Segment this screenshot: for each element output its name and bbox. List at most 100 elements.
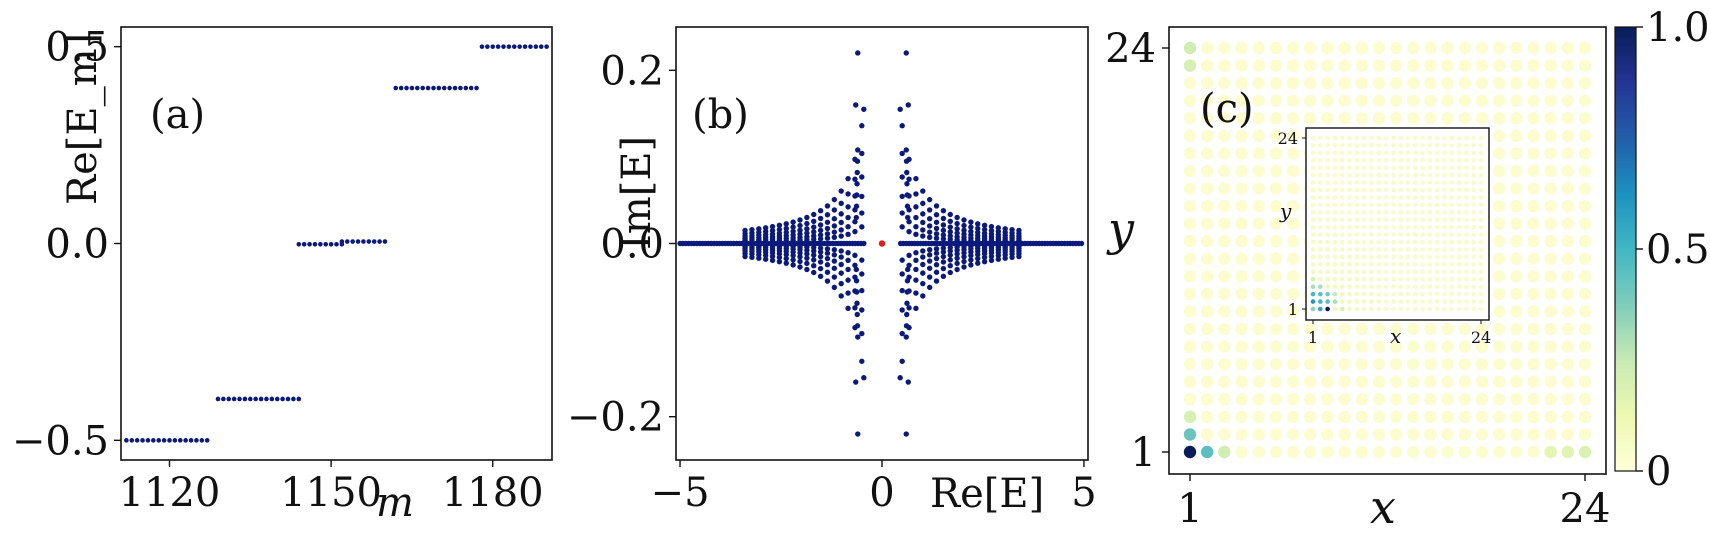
inset-cell [1383, 239, 1389, 245]
panel-c-cell [1200, 270, 1214, 283]
inset-cell [1420, 202, 1425, 208]
panel-c-cell [1441, 112, 1454, 125]
panel-b-point [954, 255, 960, 261]
panel-b-y-ticks: −0.2 0.0 0.2 [567, 48, 676, 441]
panel-c-cell [1269, 94, 1283, 107]
panel-c-cell [1407, 340, 1420, 353]
panel-c-cell [1544, 428, 1557, 441]
panel-c-cell [1286, 94, 1300, 107]
panel-b-point [769, 257, 776, 264]
panel-a-point [436, 85, 442, 91]
panel-b-point [831, 246, 838, 253]
inset-cell [1347, 172, 1352, 178]
inset-cell [1427, 158, 1433, 163]
panel-a-point [495, 44, 501, 49]
panel-b-point [855, 334, 861, 340]
panel-b-point [845, 224, 851, 230]
panel-c-cell [1269, 182, 1283, 195]
inset-cell [1325, 172, 1330, 178]
panel-a-point [350, 239, 355, 244]
inset-cell [1310, 276, 1316, 282]
inset-cell [1449, 172, 1455, 178]
inset-cell [1391, 224, 1396, 230]
panel-b-point [904, 192, 910, 198]
panel-c-cell [1510, 147, 1523, 160]
inset-cell [1318, 135, 1323, 141]
inset-cell [1391, 143, 1396, 148]
panel-b-point [905, 379, 911, 385]
inset-cell [1420, 239, 1425, 245]
panel-c-cell [1321, 112, 1334, 125]
panel-c-cell [1458, 375, 1471, 388]
panel-a-x-tick-label: 1120 [119, 470, 221, 516]
panel-c-cell [1407, 410, 1420, 424]
inset-cell [1412, 158, 1418, 163]
inset-cell [1420, 180, 1425, 185]
panel-b-point [811, 224, 817, 230]
panel-a-point [382, 239, 388, 244]
panel-b-point [926, 216, 933, 222]
inset-cell [1471, 291, 1476, 297]
panel-b-point [1002, 238, 1008, 245]
panel-b-point [831, 223, 838, 229]
panel-c-cell [1338, 322, 1351, 336]
panel-c-cell [1527, 357, 1540, 371]
panel-b-point [903, 147, 909, 153]
inset-cell [1354, 165, 1360, 171]
panel-c-cell [1183, 164, 1197, 178]
inset-cell [1391, 284, 1396, 289]
panel-b-point [913, 214, 919, 221]
inset-cell [1412, 276, 1418, 282]
inset-cell [1427, 143, 1433, 148]
inset-cell [1369, 276, 1374, 282]
inset-cell [1383, 210, 1389, 215]
panel-a-y-tick-label: 0.0 [45, 222, 109, 268]
inset-cell [1442, 143, 1447, 148]
panel-c-cell [1286, 41, 1300, 55]
panel-c-cell [1475, 428, 1489, 441]
inset-cell [1310, 158, 1316, 163]
panel-c-cell [1578, 445, 1592, 459]
panel-c-cell [1510, 322, 1523, 336]
panel-c-cell [1578, 305, 1592, 318]
inset-cell [1456, 195, 1462, 200]
panel-c-cell [1321, 357, 1334, 371]
panel-b-point [968, 219, 974, 225]
inset-cell [1354, 210, 1360, 215]
inset-cell [1318, 202, 1323, 208]
inset-cell [1376, 299, 1382, 304]
inset-x-tick-label: 1 [1308, 328, 1318, 347]
inset-cell [1464, 291, 1469, 297]
panel-c-cell [1200, 445, 1214, 459]
inset-cell [1464, 172, 1469, 178]
panel-c-cell [1389, 375, 1403, 388]
panel-c-cell [1252, 270, 1265, 283]
inset-cell [1369, 165, 1374, 171]
inset-cell [1361, 150, 1367, 156]
panel-c-cell [1235, 252, 1248, 265]
inset-cell [1405, 284, 1411, 289]
inset-cell [1478, 217, 1484, 223]
panel-c-cell [1252, 357, 1265, 371]
panel-c-cell [1407, 428, 1420, 441]
inset-cell [1420, 247, 1425, 252]
inset-cell [1434, 135, 1440, 141]
panel-b-point [904, 181, 910, 187]
panel-c-cell [1389, 76, 1403, 90]
inset-cell [1325, 135, 1330, 141]
inset-cell [1361, 187, 1367, 193]
panel-b-point [906, 262, 912, 268]
panel-c-cell [1286, 76, 1300, 90]
panel-c-cell [1355, 59, 1368, 72]
panel-c-cell [1200, 322, 1214, 336]
panel-c-cell [1200, 112, 1214, 125]
inset-cell [1354, 187, 1360, 193]
panel-b-point [947, 218, 953, 225]
panel-b-point [913, 266, 919, 273]
panel-b-point [749, 242, 755, 249]
panel-c-cell [1252, 164, 1265, 178]
panel-b-point [988, 257, 995, 264]
panel-c-cell [1424, 357, 1437, 371]
panel-b-point [776, 238, 783, 244]
